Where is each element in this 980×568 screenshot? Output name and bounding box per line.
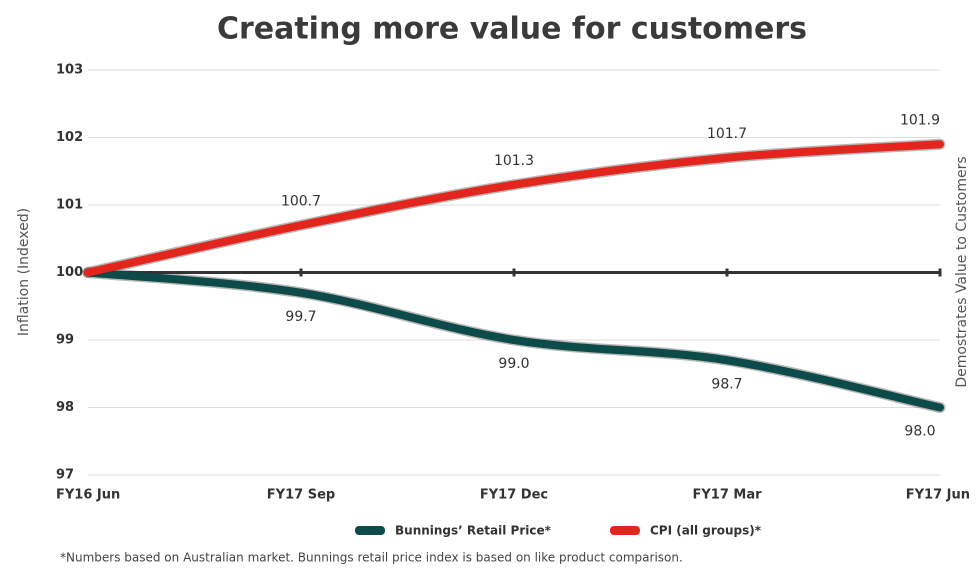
side-label: Demostrates Value to Customers <box>954 156 970 387</box>
x-tick-label: FY17 Sep <box>267 488 335 503</box>
y-tick-label: 98 <box>56 400 74 415</box>
series-line <box>84 140 944 277</box>
value-label: 101.7 <box>707 126 747 142</box>
legend-swatch <box>355 526 385 535</box>
y-tick-label: 97 <box>56 468 74 483</box>
legend-label: Bunnings’ Retail Price* <box>395 524 552 538</box>
x-tick-label: FY17 Jun <box>906 488 970 503</box>
value-label: 101.9 <box>900 112 940 128</box>
y-tick-label: 100 <box>56 265 83 280</box>
footnote: *Numbers based on Australian market. Bun… <box>60 551 683 565</box>
x-tick-label: FY17 Dec <box>480 488 548 503</box>
y-tick-label: 99 <box>56 333 74 348</box>
y-tick-label: 101 <box>56 198 83 213</box>
legend-label: CPI (all groups)* <box>650 524 762 538</box>
y-tick-label: 103 <box>56 63 83 78</box>
value-label: 100.7 <box>281 193 321 209</box>
value-label: 101.3 <box>494 153 534 169</box>
legend-swatch <box>610 526 640 535</box>
value-label: 99.0 <box>498 356 529 372</box>
series-line <box>84 268 944 412</box>
x-tick-label: FY16 Jun <box>56 488 120 503</box>
x-tick-label: FY17 Mar <box>692 488 762 503</box>
y-axis-label: Inflation (Indexed) <box>16 208 32 336</box>
value-label: 99.7 <box>285 309 316 325</box>
chart-title: Creating more value for customers <box>217 12 807 47</box>
value-label: 98.7 <box>711 376 742 392</box>
value-label: 98.0 <box>904 424 935 440</box>
y-tick-label: 102 <box>56 130 83 145</box>
